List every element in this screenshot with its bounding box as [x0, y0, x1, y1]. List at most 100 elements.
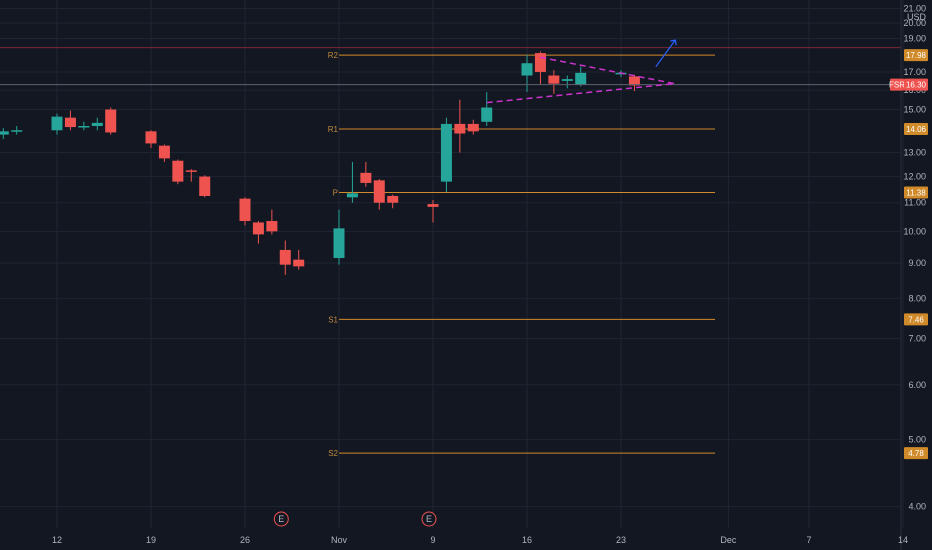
candle[interactable] — [561, 75, 573, 89]
candle[interactable] — [481, 92, 493, 127]
candle-body[interactable] — [481, 107, 493, 122]
candle-body[interactable] — [199, 176, 211, 196]
candle-body[interactable] — [185, 170, 197, 172]
candle[interactable] — [172, 159, 184, 185]
candle-body[interactable] — [91, 122, 103, 127]
candle-body[interactable] — [11, 130, 23, 132]
candle-body[interactable] — [239, 198, 251, 222]
candle-body[interactable] — [575, 72, 587, 85]
pivot-label-s1: S1 — [328, 315, 338, 324]
candle[interactable] — [91, 117, 103, 131]
earnings-marker-circle[interactable] — [273, 511, 289, 527]
candle-body[interactable] — [346, 193, 358, 198]
candle[interactable] — [333, 209, 345, 265]
candle-body[interactable] — [333, 228, 345, 259]
candle-body[interactable] — [427, 204, 439, 207]
candle-body[interactable] — [172, 160, 184, 182]
pivot-badge-p — [904, 186, 928, 199]
time-axis-tick-label: 23 — [616, 535, 626, 545]
candle-body[interactable] — [293, 259, 305, 267]
price-axis-tick-label: 19.00 — [903, 34, 926, 44]
price-axis-tick-label: 21.00 — [903, 3, 926, 13]
candle[interactable] — [64, 110, 76, 131]
candle-body[interactable] — [64, 117, 76, 128]
breakout-arrow[interactable] — [655, 39, 676, 68]
candle[interactable] — [145, 130, 157, 148]
candle[interactable] — [158, 144, 170, 162]
candle[interactable] — [628, 74, 640, 92]
earnings-marker[interactable]: E — [273, 511, 289, 527]
drawings[interactable] — [0, 39, 901, 104]
candle-body[interactable] — [279, 249, 291, 265]
candle[interactable] — [0, 128, 9, 139]
triangle-lower-line[interactable] — [486, 82, 675, 104]
candle[interactable] — [387, 194, 399, 209]
candle-body[interactable] — [373, 180, 385, 203]
time-axis[interactable]: 12 19 26 Nov 9 16 23 Dec 7 14 — [52, 535, 908, 545]
price-axis-tick-label: 4.00 — [908, 502, 926, 512]
candle-body[interactable] — [51, 116, 63, 131]
candle[interactable] — [293, 249, 305, 270]
candle[interactable] — [11, 126, 23, 135]
triangle-upper-line[interactable] — [540, 56, 675, 85]
candle[interactable] — [440, 117, 452, 192]
candle[interactable] — [252, 221, 264, 244]
candle[interactable] — [427, 199, 439, 223]
candle[interactable] — [534, 51, 546, 85]
earnings-marker-label: E — [426, 514, 432, 524]
candle[interactable] — [373, 179, 385, 210]
candle[interactable] — [346, 161, 358, 203]
candle-body[interactable] — [105, 109, 117, 133]
candle-body[interactable] — [534, 53, 546, 72]
candle-body[interactable] — [440, 123, 452, 182]
candle[interactable] — [78, 121, 90, 131]
candles[interactable] — [0, 51, 640, 275]
candle-body[interactable] — [454, 123, 466, 134]
candle-body[interactable] — [467, 123, 479, 132]
time-axis-tick-label: Dec — [720, 535, 737, 545]
candle-body[interactable] — [561, 79, 573, 81]
candle-body[interactable] — [252, 222, 264, 235]
candle-body[interactable] — [360, 172, 372, 183]
candle-body[interactable] — [387, 195, 399, 203]
candle-body[interactable] — [145, 131, 157, 144]
candle[interactable] — [467, 119, 479, 135]
time-axis-tick-label: 16 — [522, 535, 532, 545]
candle-body[interactable] — [266, 221, 278, 232]
pivot-badge-s2 — [904, 447, 928, 460]
candle[interactable] — [454, 99, 466, 153]
earnings-marker[interactable]: E — [421, 511, 437, 527]
candle[interactable] — [548, 70, 560, 94]
candle[interactable] — [521, 54, 533, 93]
price-axis-tick-label: 20.00 — [903, 18, 926, 28]
price-axis-tick-label: 13.00 — [903, 148, 926, 158]
last-price-value: 16.30 — [906, 81, 927, 90]
candle-body[interactable] — [521, 63, 533, 76]
candle[interactable] — [105, 107, 117, 135]
candle[interactable] — [51, 113, 63, 135]
pivot-badge-r1 — [904, 122, 928, 135]
candle-body[interactable] — [78, 126, 90, 128]
candle[interactable] — [360, 161, 372, 187]
earnings-marker-circle[interactable] — [421, 511, 437, 527]
candle[interactable] — [575, 66, 587, 87]
ticker-label: FSR — [889, 81, 905, 90]
pivot-label-r1: R1 — [328, 125, 339, 134]
candle[interactable] — [279, 240, 291, 275]
candle[interactable] — [266, 209, 278, 235]
price-axis-tick-label: 6.00 — [908, 380, 926, 390]
candle-body[interactable] — [158, 145, 170, 159]
price-axis-currency: USD — [907, 12, 927, 22]
candle-body[interactable] — [548, 75, 560, 84]
candle-body[interactable] — [0, 131, 9, 135]
candle-body[interactable] — [628, 76, 640, 86]
candle[interactable] — [239, 197, 251, 226]
price-axis-tick-label: 12.00 — [903, 172, 926, 182]
candle[interactable] — [199, 175, 211, 198]
pivot-badge-value: 11.38 — [906, 189, 926, 198]
candle[interactable] — [185, 169, 197, 182]
pivot-badge-value: 4.78 — [908, 449, 924, 458]
time-axis-tick-label: 9 — [430, 535, 435, 545]
